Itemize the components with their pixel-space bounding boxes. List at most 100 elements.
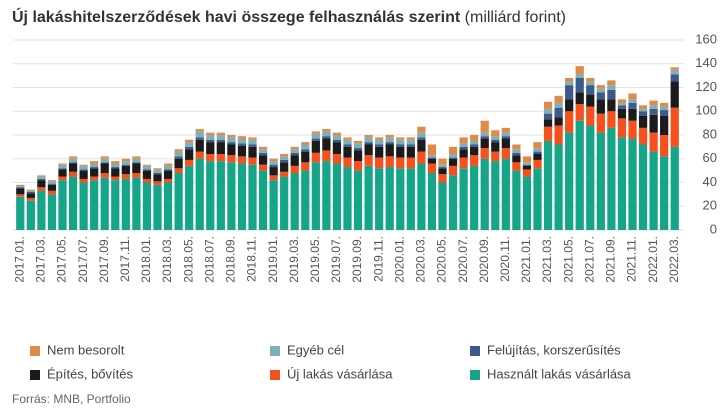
bar-segment xyxy=(438,182,447,230)
bar-segment xyxy=(427,157,437,159)
bar-segment xyxy=(26,190,35,192)
bar-segment xyxy=(533,151,542,154)
bar-segment xyxy=(438,167,447,169)
x-tick-label: 2020.07. xyxy=(456,236,470,283)
bar-segment xyxy=(649,151,658,230)
legend-swatch xyxy=(30,370,40,380)
bar-segment xyxy=(353,140,363,144)
bar-segment xyxy=(343,167,352,230)
bar-segment xyxy=(37,175,46,177)
bar-segment xyxy=(174,156,183,159)
bar-segment xyxy=(512,144,521,150)
bar-segment xyxy=(248,144,257,147)
bar-segment xyxy=(332,142,342,154)
bar-segment xyxy=(670,69,679,75)
bar-segment xyxy=(227,135,236,138)
legend-swatch xyxy=(470,370,480,380)
bar-segment xyxy=(111,167,120,169)
bar-segment xyxy=(649,105,658,109)
bar-segment xyxy=(301,144,310,150)
bar-segment xyxy=(16,184,25,187)
bar-segment xyxy=(617,105,627,109)
bar-segment xyxy=(290,173,299,230)
bar-segment xyxy=(16,194,25,197)
bar-segment xyxy=(100,156,109,159)
bar-segment xyxy=(448,158,458,166)
bar-segment xyxy=(100,158,109,163)
bar-segment xyxy=(301,142,310,145)
bar-segment xyxy=(111,163,120,168)
bar-segment xyxy=(501,148,510,159)
bar-segment xyxy=(132,163,141,173)
bar-segment xyxy=(301,162,310,171)
x-tick-label: 2020.11. xyxy=(498,236,512,282)
bar-segment xyxy=(385,144,394,157)
bar-segment xyxy=(660,135,669,157)
y-tick-label: 100 xyxy=(695,103,717,118)
bar-segment xyxy=(406,146,415,158)
bar-segment xyxy=(607,99,616,112)
bar-segment xyxy=(142,170,152,179)
bar-segment xyxy=(353,150,363,162)
bar-segment xyxy=(37,180,46,188)
bar-segment xyxy=(533,148,542,152)
bar-segment xyxy=(142,182,152,230)
bar-segment xyxy=(385,167,394,230)
x-tick-label: 2017.03. xyxy=(34,236,48,283)
bar-segment xyxy=(364,142,373,145)
bar-segment xyxy=(660,156,669,230)
bar-segment xyxy=(343,139,352,145)
bar-segment xyxy=(248,139,257,145)
bar-segment xyxy=(417,126,426,133)
bar-segment xyxy=(596,132,605,230)
bar-segment xyxy=(512,170,521,230)
bar-segment xyxy=(132,162,141,164)
bar-segment xyxy=(596,92,605,100)
bar-segment xyxy=(195,129,204,132)
bar-segment xyxy=(68,162,78,164)
bar-segment xyxy=(596,85,605,89)
x-tick-label: 2019.07. xyxy=(329,236,343,283)
x-tick-label: 2019.01. xyxy=(266,236,280,283)
bar-segment xyxy=(227,142,236,145)
bar-segment xyxy=(185,159,194,166)
bar-segment xyxy=(638,144,648,230)
bar-segment xyxy=(332,154,342,164)
x-tick-label: 2021.05. xyxy=(561,236,575,283)
bar-segment xyxy=(586,94,595,107)
bar-segment xyxy=(311,133,320,139)
bar-segment xyxy=(533,154,542,160)
bar-segment xyxy=(565,85,574,100)
bar-segment xyxy=(353,143,363,149)
bar-segment xyxy=(121,161,130,165)
bar-segment xyxy=(174,149,183,152)
y-tick-label: 0 xyxy=(710,221,717,236)
bar-segment xyxy=(206,135,215,140)
bar-segment xyxy=(396,146,405,158)
bar-segment xyxy=(79,182,88,230)
bar-segment xyxy=(216,142,225,154)
bar-segment xyxy=(459,143,468,147)
bar-segment xyxy=(185,142,194,147)
bar-segment xyxy=(311,162,320,230)
bar-segment xyxy=(596,99,605,114)
bar-segment xyxy=(258,164,268,171)
bar-segment xyxy=(480,120,489,133)
bar-segment xyxy=(90,180,99,230)
bar-segment xyxy=(16,187,25,189)
bar-segment xyxy=(427,144,437,156)
bar-segment xyxy=(480,148,489,159)
bar-segment xyxy=(575,104,584,121)
bar-segment xyxy=(47,184,57,191)
bar-segment xyxy=(132,177,141,230)
bar-segment xyxy=(68,156,78,159)
bar-segment xyxy=(100,173,109,178)
bar-segment xyxy=(480,136,489,139)
bar-segment xyxy=(628,102,637,109)
bar-segment xyxy=(206,161,215,230)
bar-segment xyxy=(301,149,310,152)
bar-segment xyxy=(617,108,627,119)
x-tick-label: 2020.09. xyxy=(477,236,491,283)
bar-segment xyxy=(343,144,352,147)
x-tick-label: 2020.03. xyxy=(414,236,428,283)
